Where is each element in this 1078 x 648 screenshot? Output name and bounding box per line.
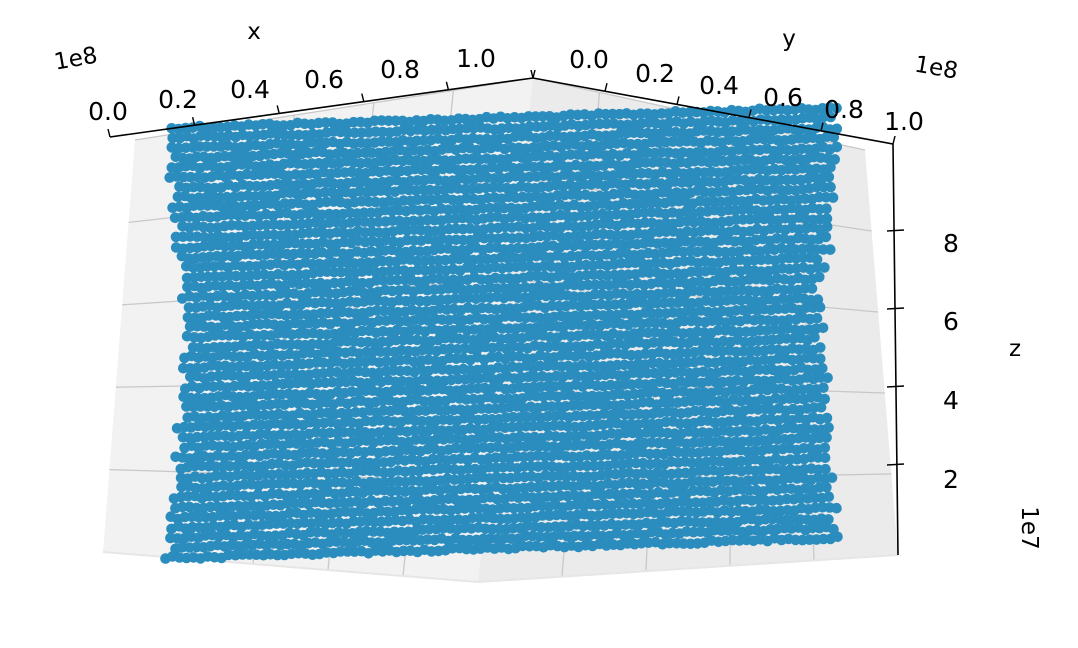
z-tick-label: 6: [943, 307, 959, 336]
data-point: [815, 342, 826, 353]
y-tick-label: 0.2: [635, 59, 675, 88]
data-point: [814, 301, 826, 313]
data-point: [831, 102, 842, 114]
x-tick-label: 0.0: [88, 97, 128, 126]
data-point: [809, 332, 820, 343]
data-points: [160, 101, 843, 564]
data-point: [825, 161, 836, 173]
z-tick-mark: [886, 385, 905, 388]
x-tick-mark: [445, 81, 450, 90]
data-point: [811, 254, 823, 265]
data-point: [823, 171, 835, 183]
z-tick-label: 8: [943, 229, 959, 258]
data-point: [826, 472, 838, 484]
data-point: [821, 203, 832, 214]
data-point: [819, 452, 831, 464]
data-point: [832, 531, 843, 543]
z-axis-exponent: 1e7: [1016, 506, 1042, 549]
z-tick-mark: [886, 307, 905, 310]
y-tick-mark: [676, 96, 680, 105]
y-tick-label: 0.8: [824, 95, 864, 124]
data-point: [820, 463, 831, 475]
x-tick-label: 0.6: [304, 65, 344, 94]
y-tick-label: 0.0: [569, 45, 609, 74]
data-point: [829, 154, 840, 165]
data-point: [817, 322, 829, 334]
x-tick-label: 0.2: [158, 85, 198, 114]
data-point: [817, 363, 828, 374]
data-point: [819, 442, 831, 454]
y-tick-label: 0.4: [699, 71, 739, 100]
z-tick-mark: [886, 463, 905, 466]
data-point: [831, 502, 842, 514]
data-point: [823, 422, 834, 433]
z-tick-label: 4: [943, 386, 959, 415]
data-point: [828, 132, 840, 143]
data-point: [821, 221, 833, 233]
z-axis-line: [892, 143, 899, 556]
data-point: [818, 382, 829, 394]
y-tick-label: 1.0: [884, 107, 924, 136]
data-point: [827, 192, 839, 203]
data-point: [819, 262, 830, 273]
data-point: [820, 231, 832, 243]
y-axis-exponent: 1e8: [913, 52, 960, 85]
y-tick-mark: [604, 83, 608, 92]
x-tick-mark: [107, 128, 111, 138]
y-axis-label: y: [782, 26, 796, 52]
data-point: [831, 123, 843, 135]
data-point: [811, 312, 823, 324]
floor-edge: [102, 551, 899, 584]
data-point: [806, 283, 818, 294]
data-point: [825, 244, 836, 255]
x-tick-mark: [276, 105, 280, 114]
data-point: [825, 111, 836, 123]
x-axis-label: x: [247, 19, 261, 45]
y-tick-mark: [532, 69, 536, 79]
data-point: [819, 393, 830, 405]
data-point: [815, 402, 827, 413]
data-point: [821, 213, 833, 224]
z-tick-mark: [886, 229, 905, 232]
x-tick-mark: [361, 93, 365, 102]
x-tick-label: 1.0: [456, 44, 496, 73]
data-point: [822, 372, 833, 384]
y-tick-label: 0.6: [763, 83, 803, 112]
z-tick-label: 2: [943, 465, 959, 494]
data-point: [815, 353, 826, 365]
z-axis-label: z: [1009, 336, 1021, 362]
y-tick-mark: [892, 135, 896, 145]
data-point: [825, 181, 836, 193]
data-point: [821, 412, 833, 424]
x-axis-exponent: 1e8: [52, 43, 99, 76]
data-point: [814, 271, 825, 283]
x-tick-label: 0.8: [380, 55, 420, 84]
x-tick-label: 0.4: [230, 75, 270, 104]
data-point: [821, 482, 832, 493]
data-point: [823, 491, 835, 503]
data-point: [831, 141, 843, 153]
data-point: [821, 432, 832, 443]
